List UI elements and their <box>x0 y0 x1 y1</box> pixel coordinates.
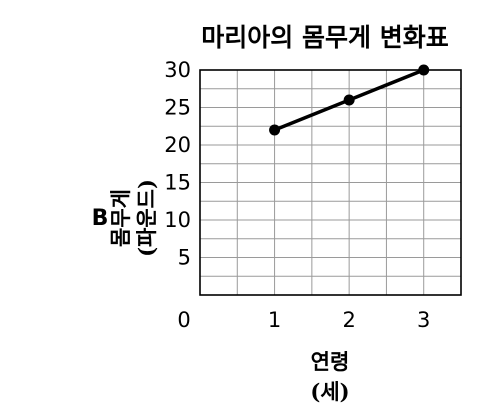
x-tick-label: 3 <box>417 308 430 332</box>
x-tick-label: 2 <box>342 308 355 332</box>
plot-area <box>199 69 462 296</box>
y-tick-label: 15 <box>164 171 191 195</box>
grid-lines <box>200 70 461 295</box>
y-axis-label-line-1: 몸무게 <box>108 189 133 247</box>
x-axis-label-line-1: 연령 <box>311 349 350 374</box>
x-tick-label: 1 <box>268 308 281 332</box>
chart-title: 마리아의 몸무게 변화표 <box>201 23 448 52</box>
x-axis-label: 연령 (세) <box>310 349 349 404</box>
y-tick-label: 5 <box>178 246 191 270</box>
y-tick-label: 25 <box>164 96 191 120</box>
data-point <box>343 94 355 106</box>
y-tick-label: 30 <box>164 58 191 82</box>
y-axis-label: 몸무게 (파운드) <box>108 179 159 257</box>
y-tick-label: 10 <box>164 208 191 232</box>
panel-label: B <box>92 206 109 231</box>
data-point <box>418 64 430 76</box>
data-series <box>269 64 430 136</box>
x-axis-label-line-2: (세) <box>310 379 349 404</box>
x-tick-label: 0 <box>177 308 190 332</box>
y-axis-label-line-2: (파운드) <box>134 179 159 257</box>
y-tick-label: 20 <box>164 133 191 157</box>
data-point <box>269 124 281 136</box>
tick-labels: 0 1 2 3 5 10 15 20 25 30 <box>164 58 430 332</box>
